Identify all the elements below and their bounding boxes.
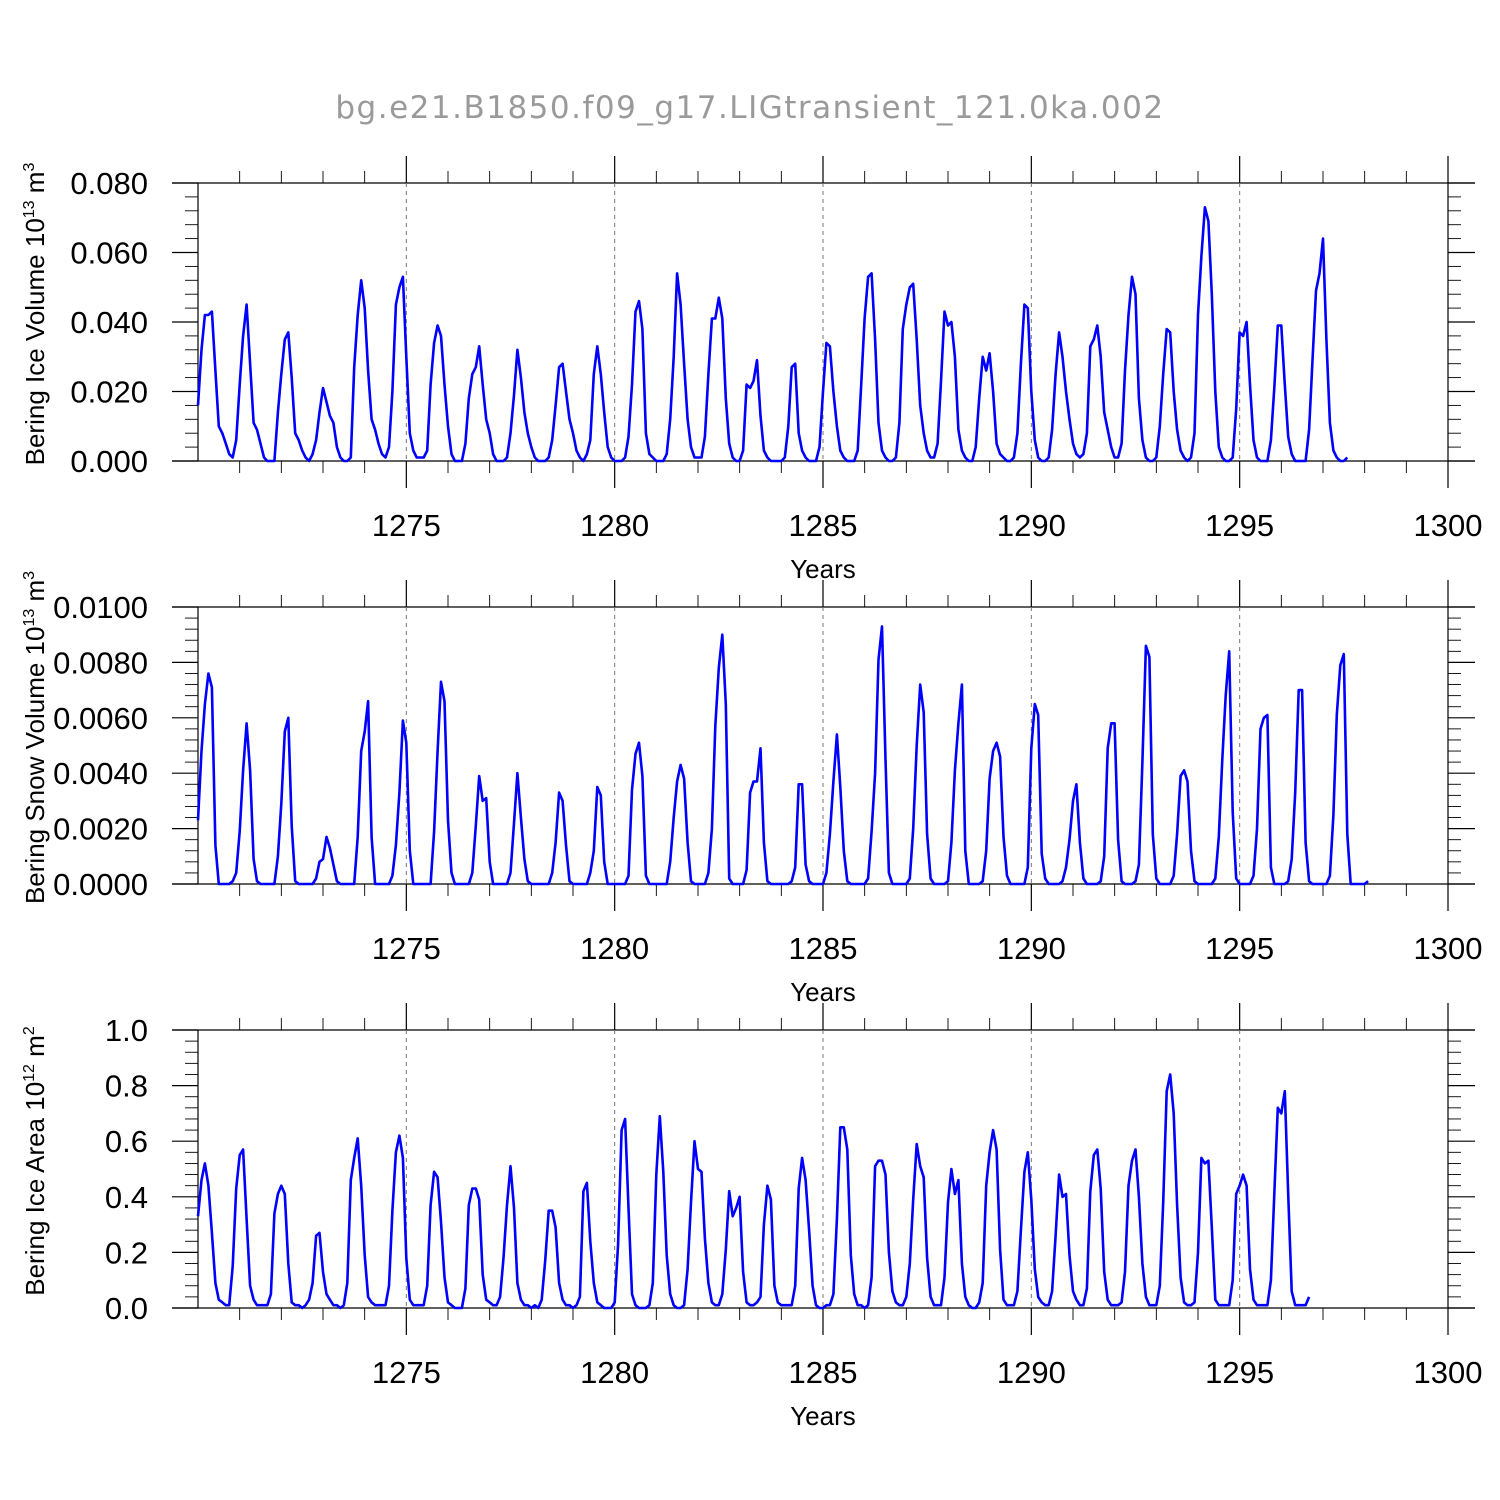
- y-axis-label: Bering Snow Volume 1013 m3: [20, 571, 50, 904]
- x-tick-label: 1290: [997, 1355, 1066, 1390]
- y-axis-label-main: Bering Ice Area 10: [20, 1082, 50, 1296]
- chart-panel-2: 0.0000 0.0020 0.0040 0.0060 0.0080 0.0100 1275…: [20, 571, 1482, 1007]
- series-line-1: [196, 206, 1349, 463]
- x-tick-label: 1300: [1414, 931, 1483, 966]
- y-tick-label: 0.000: [70, 444, 148, 479]
- y-axis-label-unit-exponent: 3: [21, 571, 38, 580]
- y-axis-label: Bering Ice Volume 1013 m3: [20, 163, 50, 466]
- y-tick-label: 0.8: [105, 1069, 148, 1104]
- x-tick-label: 1280: [580, 508, 649, 543]
- y-axis-label-unit: m: [20, 1035, 50, 1064]
- x-tick-label: 1295: [1205, 931, 1274, 966]
- y-tick-label: 0.6: [105, 1124, 148, 1159]
- y-tick-label: 0.0100: [53, 590, 148, 625]
- y-axis-label-unit-exponent: 2: [21, 1026, 38, 1035]
- x-tick-label: 1295: [1205, 1355, 1274, 1390]
- y-tick-label: 0.0060: [53, 701, 148, 736]
- x-tick-label: 1280: [580, 931, 649, 966]
- y-tick-label: 0.0080: [53, 645, 148, 680]
- x-tick-label: 1275: [372, 931, 441, 966]
- x-tick-label: 1300: [1414, 508, 1483, 543]
- y-axis-label-main: Bering Ice Volume 10: [20, 218, 50, 465]
- x-tick-label: 1275: [372, 508, 441, 543]
- x-tick-label: 1275: [372, 1355, 441, 1390]
- x-tick-label: 1300: [1414, 1355, 1483, 1390]
- x-tick-label: 1285: [789, 1355, 858, 1390]
- panels: 0.000 0.020 0.040 0.060 0.080 1275 1280 1285 129…: [20, 156, 1482, 1431]
- y-tick-label: 0.020: [70, 375, 148, 410]
- y-tick-label: 1.0: [105, 1013, 148, 1048]
- y-axis-label-exponent: 13: [21, 200, 38, 218]
- y-tick-label: 0.2: [105, 1235, 148, 1270]
- y-tick-label: 0.040: [70, 305, 148, 340]
- x-tick-label: 1280: [580, 1355, 649, 1390]
- y-axis-label-unit-exponent: 3: [21, 163, 38, 172]
- y-tick-label: 0.0: [105, 1291, 148, 1326]
- figure-title: bg.e21.B1850.f09_g17.LIGtransient_121.0k…: [335, 90, 1164, 126]
- y-tick-label: 0.0000: [53, 867, 148, 902]
- y-tick-label: 0.4: [105, 1180, 148, 1215]
- x-tick-label: 1290: [997, 931, 1066, 966]
- y-axis-label-exponent: 12: [21, 1064, 38, 1082]
- series-line-1: [196, 1073, 1311, 1310]
- x-axis-label: Years: [790, 1401, 856, 1431]
- chart-panel-1: 0.000 0.020 0.040 0.060 0.080 1275 1280 1285 129…: [20, 156, 1482, 584]
- y-axis-label-unit: m: [20, 172, 50, 201]
- y-axis-label: Bering Ice Area 1012 m2: [20, 1026, 50, 1296]
- x-tick-label: 1285: [789, 508, 858, 543]
- y-tick-label: 0.080: [70, 166, 148, 201]
- y-axis-label-main: Bering Snow Volume 10: [20, 627, 50, 905]
- y-axis-label-exponent: 13: [21, 609, 38, 627]
- x-axis-label: Years: [790, 977, 856, 1007]
- x-tick-label: 1290: [997, 508, 1066, 543]
- y-tick-label: 0.060: [70, 236, 148, 271]
- chart-panel-3: 0.0 0.2 0.4 0.6 0.8 1.0 1275 1280 1285 1290 1295 13…: [20, 1003, 1482, 1431]
- y-tick-label: 0.0020: [53, 812, 148, 847]
- x-tick-label: 1285: [789, 931, 858, 966]
- x-tick-label: 1295: [1205, 508, 1274, 543]
- y-tick-label: 0.0040: [53, 756, 148, 791]
- y-axis-label-unit: m: [20, 580, 50, 609]
- series-line-1: [196, 625, 1369, 886]
- x-axis-label: Years: [790, 554, 856, 584]
